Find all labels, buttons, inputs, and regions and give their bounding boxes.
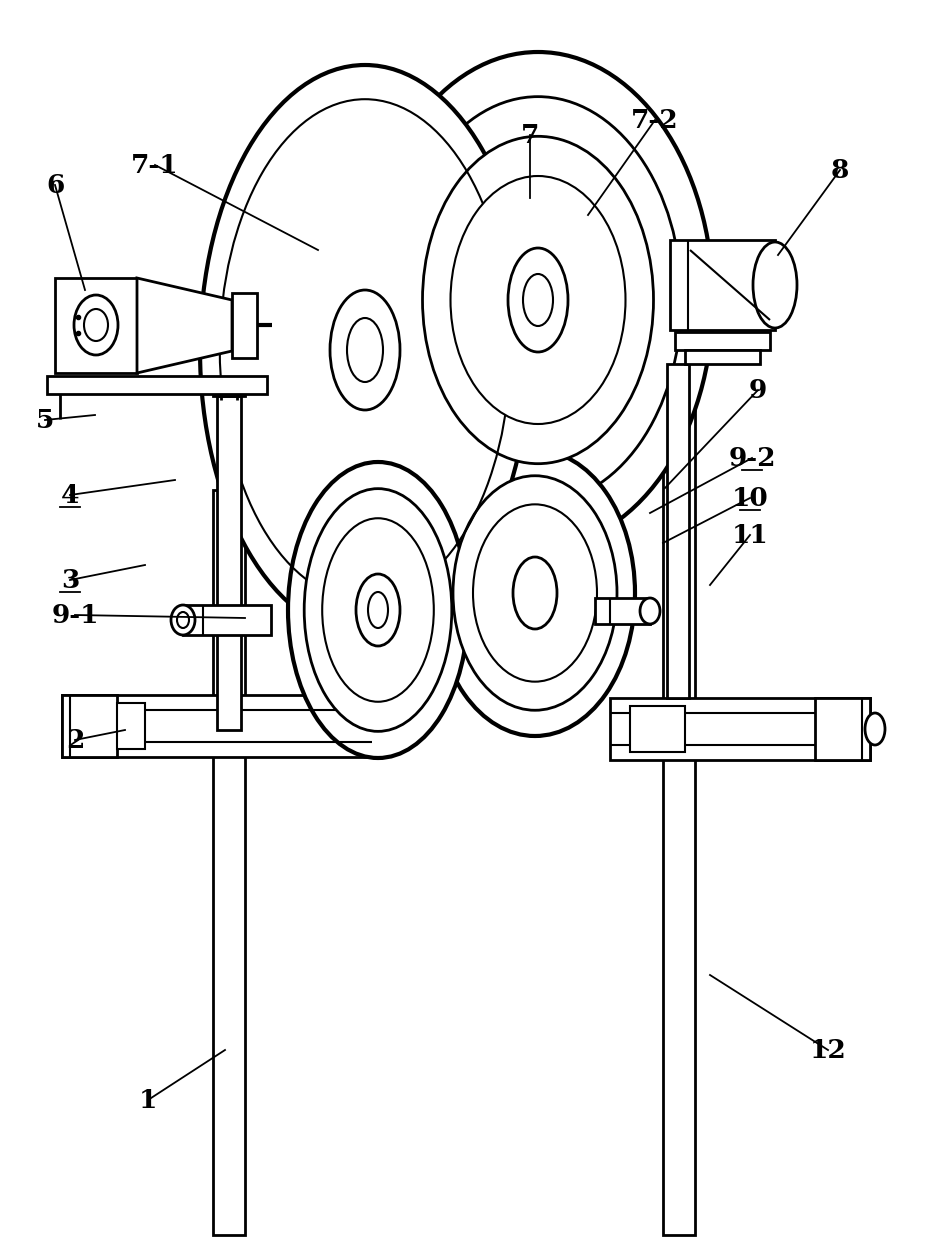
Polygon shape (137, 278, 232, 373)
Bar (62, 695, 117, 757)
Text: 9-1: 9-1 (51, 602, 99, 627)
Bar (62, 695, 372, 757)
Ellipse shape (395, 97, 681, 503)
Ellipse shape (356, 574, 400, 646)
Ellipse shape (171, 605, 195, 635)
Ellipse shape (368, 592, 388, 628)
Bar (47, 376, 267, 393)
Bar (595, 598, 650, 623)
Ellipse shape (200, 65, 530, 635)
Ellipse shape (305, 489, 452, 732)
Text: 11: 11 (732, 523, 769, 548)
Text: 3: 3 (61, 567, 79, 592)
Ellipse shape (84, 309, 108, 341)
Text: 8: 8 (830, 157, 849, 182)
Bar (663, 380, 695, 1234)
Ellipse shape (435, 450, 635, 737)
Ellipse shape (513, 557, 557, 628)
Text: 6: 6 (46, 172, 65, 197)
Text: 7: 7 (521, 122, 539, 147)
Ellipse shape (508, 248, 568, 352)
Bar (232, 293, 257, 358)
Text: 1: 1 (139, 1087, 158, 1112)
Bar (675, 332, 770, 349)
Bar (183, 605, 271, 635)
Ellipse shape (753, 243, 797, 328)
Bar (610, 698, 870, 760)
Ellipse shape (640, 598, 660, 623)
Bar (667, 365, 689, 698)
Bar (213, 388, 245, 396)
Ellipse shape (74, 295, 118, 354)
Text: 9: 9 (749, 377, 767, 402)
Bar (685, 349, 760, 365)
Bar (213, 490, 245, 1234)
Bar (117, 703, 145, 749)
Ellipse shape (422, 136, 654, 464)
Ellipse shape (473, 504, 597, 681)
Text: 7-2: 7-2 (631, 108, 679, 132)
Text: 2: 2 (65, 728, 84, 753)
Text: 10: 10 (732, 485, 769, 510)
Ellipse shape (330, 290, 400, 410)
Text: 5: 5 (36, 407, 54, 432)
Ellipse shape (451, 176, 625, 424)
Text: 4: 4 (61, 483, 80, 508)
Ellipse shape (865, 713, 885, 745)
Bar (217, 396, 241, 730)
Text: 12: 12 (809, 1037, 847, 1062)
Text: 9-2: 9-2 (728, 445, 775, 470)
Ellipse shape (288, 463, 468, 758)
Bar (630, 706, 685, 752)
Bar (55, 278, 137, 373)
Ellipse shape (363, 52, 713, 548)
Bar (670, 240, 775, 331)
Ellipse shape (177, 612, 189, 628)
Ellipse shape (453, 475, 617, 710)
Ellipse shape (347, 318, 383, 382)
Bar (815, 698, 870, 760)
Text: 7-1: 7-1 (131, 152, 178, 177)
Ellipse shape (323, 518, 434, 701)
Ellipse shape (523, 274, 553, 326)
